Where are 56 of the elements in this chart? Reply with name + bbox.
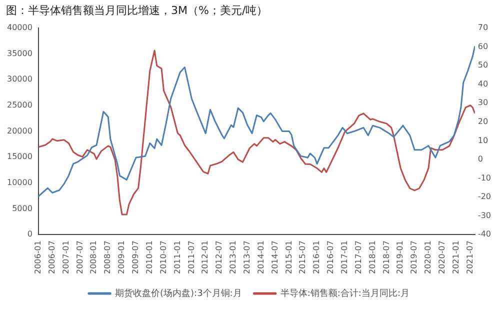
x-tick-label: 2014-01 bbox=[256, 240, 266, 274]
x-tick-label: 2017-07 bbox=[354, 240, 363, 274]
x-tick-label: 2011-07 bbox=[186, 240, 196, 274]
x-tick-label: 2018-01 bbox=[368, 240, 377, 274]
y2-tick-label: 0 bbox=[478, 154, 484, 164]
x-tick-label: 2012-07 bbox=[214, 240, 224, 274]
x-tick-label: 2019-01 bbox=[396, 240, 405, 274]
x-tick-label: 2019-07 bbox=[410, 240, 419, 274]
x-tick-label: 2015-07 bbox=[298, 240, 308, 274]
x-tick-label: 2008-01 bbox=[89, 240, 98, 274]
x-tick-label: 2016-01 bbox=[312, 240, 322, 274]
x-tick-label: 2020-01 bbox=[424, 240, 433, 274]
y-tick-label: 20000 bbox=[6, 126, 32, 136]
chart-title: 图：半导体销售额当月同比增速，3M（%；美元/吨） bbox=[6, 3, 268, 18]
y2-tick-label: -20 bbox=[478, 192, 492, 202]
x-tick-label: 2006-01 bbox=[34, 240, 43, 274]
y-tick-label: 0 bbox=[27, 230, 32, 239]
legend-label: 期货收盘价(场内盘):3个月铜:月 bbox=[115, 288, 242, 299]
y2-tick-label: 10 bbox=[478, 136, 488, 145]
x-tick-label: 2017-01 bbox=[340, 240, 349, 274]
x-tick-label: 2008-07 bbox=[103, 240, 112, 274]
y-tick-label: 5000 bbox=[12, 204, 32, 213]
y2-tick-label: 60 bbox=[478, 42, 488, 51]
x-tick-label: 2018-07 bbox=[382, 240, 391, 274]
x-tick-label: 2009-01 bbox=[117, 240, 126, 274]
x-tick-label: 2010-01 bbox=[144, 240, 154, 274]
x-tick-label: 2009-07 bbox=[131, 240, 140, 274]
x-tick-label: 2016-07 bbox=[326, 240, 336, 274]
y-tick-label: 25000 bbox=[6, 100, 32, 110]
y2-tick-label: 50 bbox=[478, 60, 488, 70]
x-tick-label: 2012-01 bbox=[200, 240, 210, 274]
x-tick-label: 2013-01 bbox=[228, 240, 238, 274]
y2-tick-label: -10 bbox=[478, 173, 492, 182]
x-tick-label: 2006-07 bbox=[47, 240, 56, 274]
y-tick-label: 35000 bbox=[6, 48, 32, 58]
y2-tick-label: 70 bbox=[478, 23, 488, 32]
legend-label: 半导体:销售额:合计:当月同比:月 bbox=[280, 288, 410, 299]
y-tick-label: 30000 bbox=[6, 74, 32, 84]
x-tick-label: 2011-01 bbox=[172, 240, 182, 274]
y-tick-label: 15000 bbox=[6, 152, 32, 162]
y2-tick-label: -40 bbox=[478, 230, 492, 239]
y2-tick-label: 40 bbox=[478, 79, 488, 88]
x-tick-label: 2007-07 bbox=[75, 240, 84, 274]
x-tick-label: 2015-01 bbox=[284, 240, 294, 274]
x-tick-label: 2020-07 bbox=[438, 240, 447, 274]
x-tick-label: 2021-07 bbox=[465, 240, 474, 274]
x-tick-label: 2013-07 bbox=[242, 240, 252, 274]
x-tick-label: 2021-01 bbox=[451, 240, 460, 274]
x-tick-label: 2007-01 bbox=[61, 240, 70, 274]
y-tick-label: 10000 bbox=[6, 178, 32, 188]
y2-tick-label: -30 bbox=[478, 210, 492, 220]
y2-tick-label: 30 bbox=[478, 98, 488, 108]
y2-tick-label: 20 bbox=[478, 116, 488, 126]
x-tick-label: 2014-07 bbox=[270, 240, 280, 274]
x-tick-label: 2010-07 bbox=[158, 240, 168, 274]
y-tick-label: 40000 bbox=[6, 23, 32, 32]
